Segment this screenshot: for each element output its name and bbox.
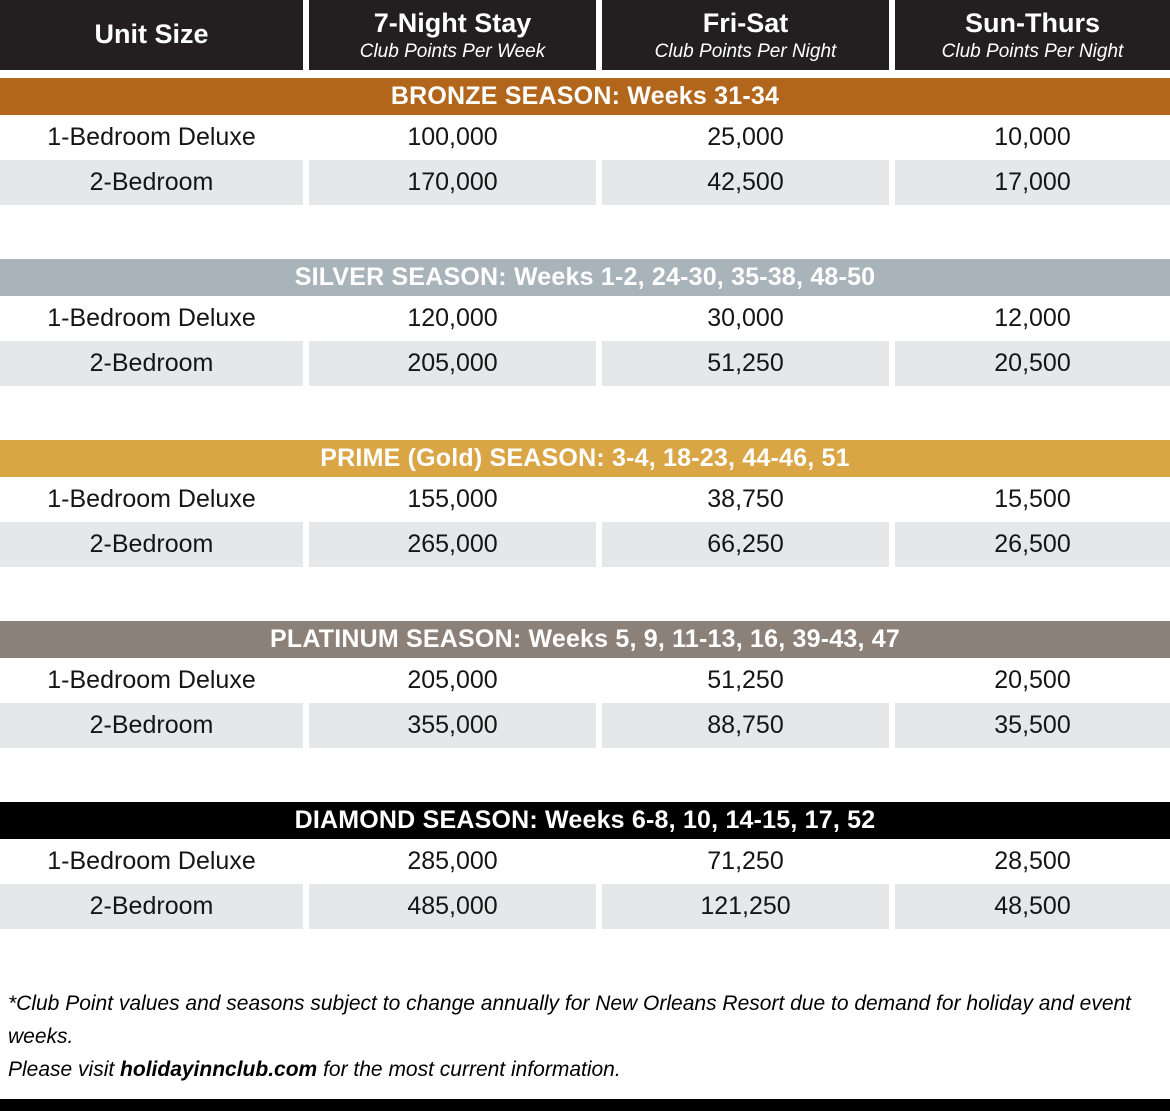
sun-thurs-points-cell: 12,000 (895, 296, 1170, 341)
column-subtitle: Club Points Per Night (654, 40, 837, 62)
table-row: 2-Bedroom 265,000 66,250 26,500 (0, 522, 1170, 567)
column-header-unit-size: Unit Size (0, 0, 303, 70)
column-header-fri-sat: Fri-Sat Club Points Per Night (602, 0, 889, 70)
week-points-cell: 485,000 (309, 884, 596, 929)
table-row: 2-Bedroom 205,000 51,250 20,500 (0, 341, 1170, 386)
column-header-7-night-stay: 7-Night Stay Club Points Per Week (309, 0, 596, 70)
unit-size-cell: 2-Bedroom (0, 160, 303, 205)
column-title: Sun-Thurs (965, 7, 1100, 38)
sun-thurs-points-cell: 26,500 (895, 522, 1170, 567)
footnote-line2: Please visit holidayinnclub.com for the … (8, 1053, 1170, 1086)
unit-size-cell: 1-Bedroom Deluxe (0, 115, 303, 160)
sun-thurs-points-cell: 28,500 (895, 839, 1170, 884)
table-header-row: Unit Size 7-Night Stay Club Points Per W… (0, 0, 1170, 70)
week-points-cell: 265,000 (309, 522, 596, 567)
sun-thurs-points-cell: 48,500 (895, 884, 1170, 929)
season-header-bronze: BRONZE SEASON: Weeks 31-34 (0, 78, 1170, 115)
column-title: Unit Size (94, 19, 209, 50)
unit-size-cell: 1-Bedroom Deluxe (0, 296, 303, 341)
fri-sat-points-cell: 30,000 (602, 296, 889, 341)
week-points-cell: 100,000 (309, 115, 596, 160)
fri-sat-points-cell: 51,250 (602, 658, 889, 703)
season-header-platinum: PLATINUM SEASON: Weeks 5, 9, 11-13, 16, … (0, 621, 1170, 658)
footnote-line2-suffix: for the most current information. (317, 1058, 621, 1081)
sun-thurs-points-cell: 10,000 (895, 115, 1170, 160)
season-header-diamond: DIAMOND SEASON: Weeks 6-8, 10, 14-15, 17… (0, 802, 1170, 839)
footnote-website-text: holidayinnclub.com (120, 1058, 318, 1081)
column-subtitle: Club Points Per Night (941, 40, 1124, 62)
sun-thurs-points-cell: 20,500 (895, 658, 1170, 703)
week-points-cell: 120,000 (309, 296, 596, 341)
fri-sat-points-cell: 121,250 (602, 884, 889, 929)
season-section-diamond: DIAMOND SEASON: Weeks 6-8, 10, 14-15, 17… (0, 802, 1170, 929)
season-section-bronze: BRONZE SEASON: Weeks 31-34 1-Bedroom Del… (0, 78, 1170, 205)
footnote-line1: *Club Point values and seasons subject t… (8, 992, 1132, 1048)
sun-thurs-points-cell: 20,500 (895, 341, 1170, 386)
unit-size-cell: 2-Bedroom (0, 703, 303, 748)
fri-sat-points-cell: 88,750 (602, 703, 889, 748)
fri-sat-points-cell: 42,500 (602, 160, 889, 205)
bottom-border-bar (0, 1099, 1170, 1111)
week-points-cell: 155,000 (309, 477, 596, 522)
week-points-cell: 170,000 (309, 160, 596, 205)
week-points-cell: 205,000 (309, 341, 596, 386)
table-row: 2-Bedroom 485,000 121,250 48,500 (0, 884, 1170, 929)
unit-size-cell: 1-Bedroom Deluxe (0, 839, 303, 884)
table-row: 2-Bedroom 355,000 88,750 35,500 (0, 703, 1170, 748)
table-row: 1-Bedroom Deluxe 120,000 30,000 12,000 (0, 296, 1170, 341)
sun-thurs-points-cell: 15,500 (895, 477, 1170, 522)
table-row: 2-Bedroom 170,000 42,500 17,000 (0, 160, 1170, 205)
footnote: *Club Point values and seasons subject t… (8, 987, 1170, 1086)
unit-size-cell: 1-Bedroom Deluxe (0, 658, 303, 703)
week-points-cell: 205,000 (309, 658, 596, 703)
season-section-prime-gold: PRIME (Gold) SEASON: 3-4, 18-23, 44-46, … (0, 440, 1170, 567)
week-points-cell: 285,000 (309, 839, 596, 884)
column-subtitle: Club Points Per Week (359, 40, 546, 62)
sun-thurs-points-cell: 35,500 (895, 703, 1170, 748)
season-section-platinum: PLATINUM SEASON: Weeks 5, 9, 11-13, 16, … (0, 621, 1170, 748)
fri-sat-points-cell: 38,750 (602, 477, 889, 522)
unit-size-cell: 2-Bedroom (0, 522, 303, 567)
season-header-prime-gold: PRIME (Gold) SEASON: 3-4, 18-23, 44-46, … (0, 440, 1170, 477)
season-header-silver: SILVER SEASON: Weeks 1-2, 24-30, 35-38, … (0, 259, 1170, 296)
table-row: 1-Bedroom Deluxe 155,000 38,750 15,500 (0, 477, 1170, 522)
unit-size-cell: 2-Bedroom (0, 884, 303, 929)
table-row: 1-Bedroom Deluxe 205,000 51,250 20,500 (0, 658, 1170, 703)
unit-size-cell: 2-Bedroom (0, 341, 303, 386)
footnote-line2-prefix: Please visit (8, 1058, 121, 1081)
column-title: 7-Night Stay (373, 7, 532, 38)
table-row: 1-Bedroom Deluxe 100,000 25,000 10,000 (0, 115, 1170, 160)
sun-thurs-points-cell: 17,000 (895, 160, 1170, 205)
fri-sat-points-cell: 66,250 (602, 522, 889, 567)
fri-sat-points-cell: 51,250 (602, 341, 889, 386)
week-points-cell: 355,000 (309, 703, 596, 748)
column-header-sun-thurs: Sun-Thurs Club Points Per Night (895, 0, 1170, 70)
unit-size-cell: 1-Bedroom Deluxe (0, 477, 303, 522)
fri-sat-points-cell: 71,250 (602, 839, 889, 884)
season-section-silver: SILVER SEASON: Weeks 1-2, 24-30, 35-38, … (0, 259, 1170, 386)
fri-sat-points-cell: 25,000 (602, 115, 889, 160)
table-row: 1-Bedroom Deluxe 285,000 71,250 28,500 (0, 839, 1170, 884)
column-title: Fri-Sat (702, 7, 789, 38)
